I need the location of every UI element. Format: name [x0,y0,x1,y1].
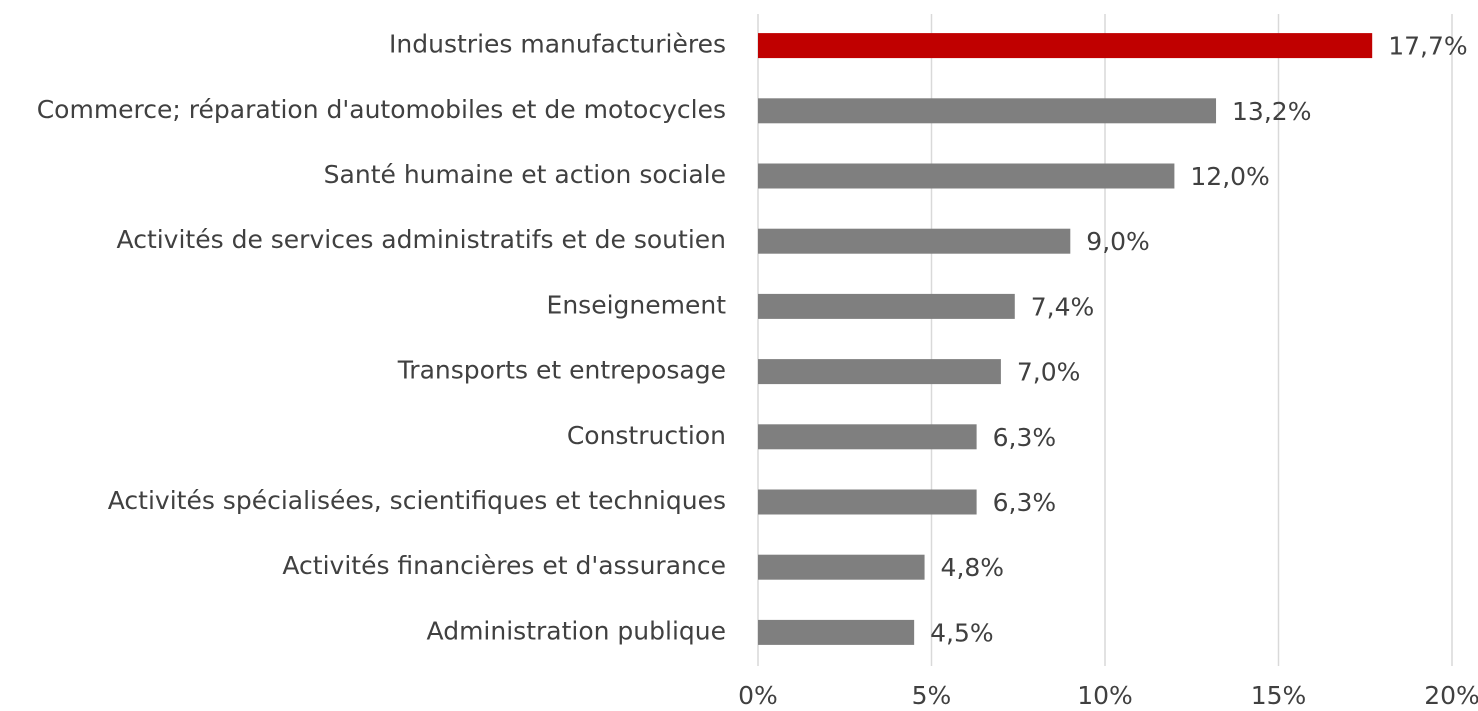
x-tick-label: 5% [912,681,952,710]
data-label: 12,0% [1190,162,1269,191]
data-label: 13,2% [1232,97,1311,126]
category-label: Enseignement [547,290,727,319]
bar [758,33,1373,59]
data-label: 6,3% [993,488,1057,517]
data-label: 4,5% [930,618,994,647]
bar [758,163,1175,189]
bar [758,359,1001,385]
bar [758,619,915,645]
category-label: Industries manufacturières [389,30,726,59]
category-label: Activités spécialisées, scientifiques et… [108,486,726,515]
category-label: Activités de services administratifs et … [117,225,726,254]
category-label: Transports et entreposage [397,356,726,385]
data-label: 7,4% [1031,292,1095,321]
data-label: 7,0% [1017,358,1081,387]
data-label: 4,8% [941,553,1005,582]
bar [758,554,925,580]
category-label: Santé humaine et action sociale [324,160,726,189]
x-tick-label: 20% [1424,681,1478,710]
data-label: 6,3% [993,423,1057,452]
x-tick-label: 15% [1251,681,1307,710]
x-tick-label: 0% [738,681,778,710]
bar [758,228,1071,254]
bar [758,98,1217,124]
category-label: Activités financières et d'assurance [282,551,726,580]
bar [758,489,977,515]
data-label: 9,0% [1086,227,1150,256]
category-label: Commerce; réparation d'automobiles et de… [37,95,726,124]
bar [758,293,1015,319]
category-label: Construction [567,421,726,450]
category-label: Administration publique [427,616,726,645]
data-label: 17,7% [1388,32,1467,61]
x-tick-label: 10% [1077,681,1133,710]
bar [758,424,977,450]
